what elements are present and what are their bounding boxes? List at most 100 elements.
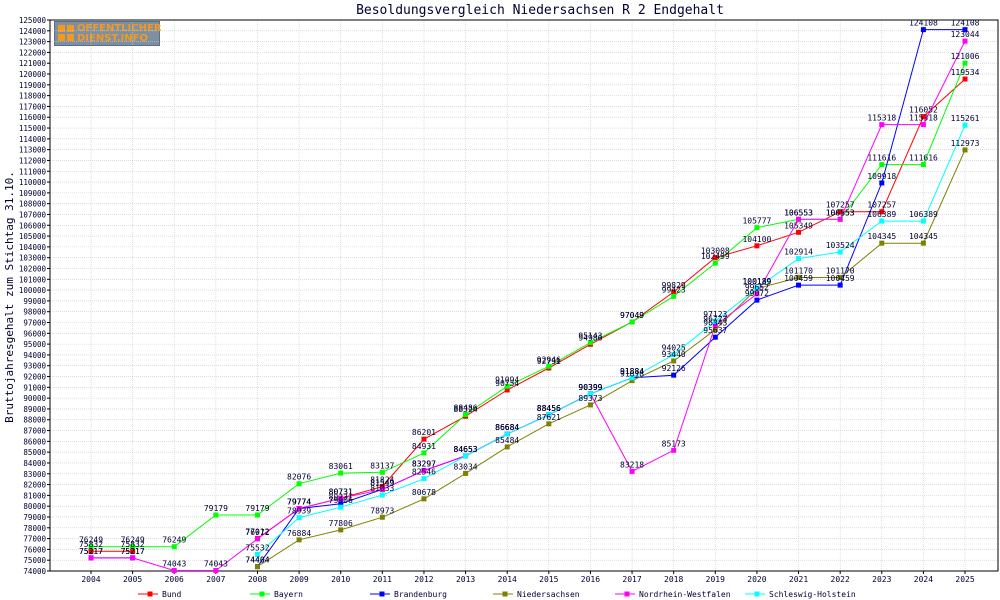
y-tick-label: 123000	[19, 38, 47, 47]
data-label: 75532	[245, 543, 269, 552]
data-label: 74043	[204, 560, 228, 569]
y-tick-label: 82000	[23, 481, 46, 490]
data-label: 91884	[620, 367, 644, 376]
series-line-nordrhein-westfalen	[91, 40, 966, 571]
data-point	[421, 468, 427, 474]
data-point	[504, 431, 510, 437]
data-label: 74043	[162, 560, 186, 569]
data-point	[629, 378, 635, 384]
data-point	[796, 256, 802, 262]
data-point	[130, 548, 136, 554]
data-point	[88, 544, 94, 550]
data-point	[754, 243, 760, 249]
y-tick-label: 114000	[19, 135, 47, 144]
data-point	[920, 122, 926, 128]
y-tick-label: 119000	[19, 81, 47, 90]
data-point	[962, 38, 968, 44]
data-label: 82546	[412, 468, 436, 477]
logo-mark-icon	[58, 25, 75, 42]
data-label: 78939	[287, 507, 311, 516]
y-tick-label: 97000	[23, 319, 46, 328]
data-label: 92126	[662, 364, 686, 373]
y-tick-label: 115000	[19, 124, 47, 133]
data-label: 77012	[245, 527, 269, 536]
x-tick-label: 2013	[456, 575, 475, 584]
data-point	[171, 568, 177, 574]
data-label: 80678	[412, 488, 436, 497]
data-label: 109918	[867, 172, 896, 181]
data-point	[338, 495, 344, 501]
y-tick-label: 118000	[19, 92, 47, 101]
data-label: 84931	[412, 442, 436, 451]
y-tick-label: 96000	[23, 329, 46, 338]
y-tick-label: 80000	[23, 502, 46, 511]
x-tick-label: 2018	[664, 575, 683, 584]
x-tick-label: 2011	[373, 575, 392, 584]
y-tick-label: 78000	[23, 524, 46, 533]
x-tick-label: 2016	[581, 575, 600, 584]
data-label: 80731	[329, 487, 353, 496]
legend-entry: Nordrhein-Westfalen	[639, 590, 731, 599]
data-point	[629, 375, 635, 381]
data-label: 78973	[370, 506, 394, 515]
data-point	[213, 568, 219, 574]
data-label: 83297	[412, 460, 436, 469]
x-tick-label: 2025	[955, 575, 974, 584]
data-label: 103524	[826, 241, 855, 250]
data-label: 83218	[620, 460, 644, 469]
legend-entry: Bund	[162, 590, 181, 599]
x-tick-label: 2019	[706, 575, 725, 584]
x-tick-label: 2005	[123, 575, 142, 584]
data-point	[379, 483, 385, 489]
logo-line-2: DIENST.INFO	[77, 33, 148, 44]
data-label: 90399	[578, 383, 602, 392]
data-point	[837, 274, 843, 280]
data-point	[754, 285, 760, 291]
data-label: 79179	[204, 504, 228, 513]
data-label: 84653	[454, 445, 478, 454]
x-tick-label: 2023	[872, 575, 891, 584]
data-label: 88456	[537, 404, 561, 413]
data-point	[671, 293, 677, 299]
data-label: 86684	[495, 423, 519, 432]
data-point	[254, 551, 260, 557]
data-point	[712, 334, 718, 340]
data-point	[962, 27, 968, 33]
series-lines	[91, 29, 966, 571]
data-label: 95143	[578, 332, 602, 341]
data-label: 106389	[867, 210, 896, 219]
data-label: 84653	[454, 445, 478, 454]
data-point	[254, 564, 260, 570]
data-point	[379, 514, 385, 520]
data-labels: 75832 75832 77012 79774 80731 81824 86201 88324…	[79, 19, 980, 569]
data-label: 79774	[287, 498, 311, 507]
data-point	[587, 402, 593, 408]
legend-entry: Brandenburg	[394, 590, 447, 599]
data-label: 84653	[454, 445, 478, 454]
y-tick-label: 124000	[19, 27, 47, 36]
data-point	[421, 450, 427, 456]
data-point	[962, 122, 968, 128]
data-point	[421, 436, 427, 442]
data-point	[879, 240, 885, 246]
legend-swatch-marker	[754, 591, 760, 597]
data-point	[587, 391, 593, 397]
data-point	[504, 387, 510, 393]
data-label: 94986	[578, 333, 602, 342]
y-tick-label: 91000	[23, 383, 46, 392]
y-tick-label: 107000	[19, 210, 47, 219]
data-label: 74404	[245, 556, 269, 565]
data-label: 105349	[784, 221, 813, 230]
data-label: 100459	[826, 274, 855, 283]
data-label: 75217	[79, 547, 103, 556]
legend-swatch-marker	[259, 591, 265, 597]
data-label: 97123	[703, 310, 727, 319]
data-point	[879, 209, 885, 215]
data-label: 111616	[867, 154, 896, 163]
data-label: 103008	[701, 247, 730, 256]
data-label: 99423	[662, 285, 686, 294]
data-point	[546, 421, 552, 427]
data-label: 99829	[662, 281, 686, 290]
data-point	[962, 60, 968, 66]
data-label: 81549	[370, 478, 394, 487]
